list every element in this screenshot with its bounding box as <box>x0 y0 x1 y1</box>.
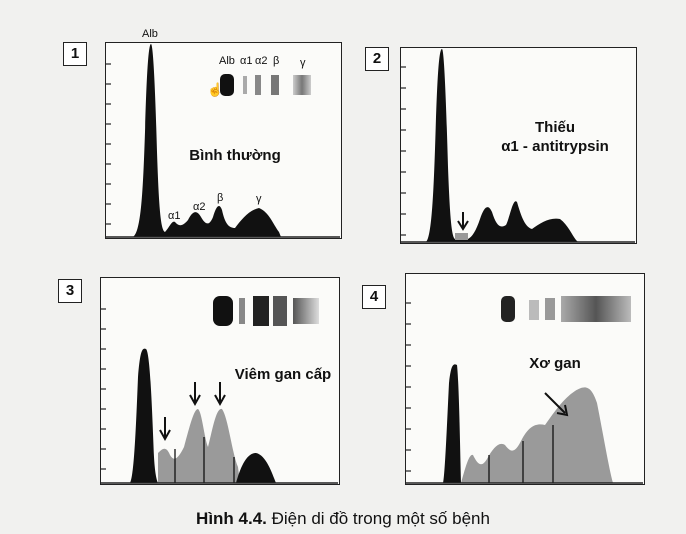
arrow-down-icon <box>159 417 171 442</box>
band-label-alb: Alb <box>219 55 235 67</box>
panel-4-electropherogram <box>405 302 643 484</box>
hand-cursor-icon: ☝ <box>207 82 224 97</box>
band-label-alpha1: α1 <box>240 55 253 67</box>
band-label-alpha2: α2 <box>255 55 268 67</box>
panel-number: 4 <box>362 285 386 309</box>
arrow-down-icon <box>189 382 201 407</box>
peak-label-beta: β <box>217 192 224 204</box>
caption-text: Điện di đồ trong một số bệnh <box>266 509 490 528</box>
electrophoresis-gel-strip <box>501 296 631 322</box>
arrow-down-right-icon <box>544 392 569 417</box>
peak-label-alb: Alb <box>142 28 158 40</box>
arrow-down-icon <box>457 212 469 231</box>
band-label-gamma: γ <box>300 57 306 69</box>
panel-4-title: Xơ gan <box>529 355 581 372</box>
panel-1-title: Bình thường <box>189 147 281 164</box>
electrophoresis-gel-strip <box>213 296 319 326</box>
panel-number: 2 <box>365 47 389 71</box>
panel-1-electropherogram <box>105 44 340 238</box>
caption-label: Hình 4.4. <box>196 509 267 528</box>
panel-2-electropherogram <box>400 49 635 243</box>
panel-3-electropherogram <box>100 308 338 484</box>
electrophoresis-gel-strip <box>220 74 311 96</box>
peak-label-alpha1: α1 <box>168 210 181 222</box>
figure-caption: Hình 4.4. Điện di đồ trong một số bệnh <box>0 509 686 529</box>
band-label-beta: β <box>273 55 280 67</box>
panel-number: 1 <box>63 42 87 66</box>
panel-2-title: Thiếu α1 - antitrypsin <box>480 118 630 156</box>
peak-label-alpha2: α2 <box>193 201 206 213</box>
panel-2-title-line1: Thiếu <box>535 119 575 136</box>
panel-3-title: Viêm gan cấp <box>234 366 332 383</box>
peak-label-gamma: γ <box>256 193 262 205</box>
panel-number: 3 <box>58 279 82 303</box>
arrow-down-icon <box>214 382 226 407</box>
panel-2-title-line2: α1 - antitrypsin <box>501 138 609 155</box>
